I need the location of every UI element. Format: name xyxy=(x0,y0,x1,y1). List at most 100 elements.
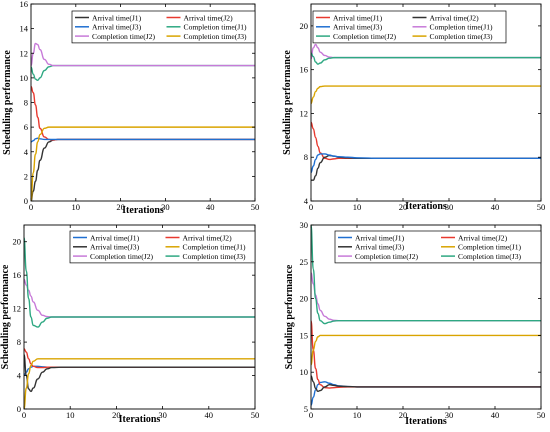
plot-frame xyxy=(310,224,542,410)
series-group xyxy=(31,42,255,201)
series-line-6 xyxy=(24,236,255,328)
x-axis-label: Iterations xyxy=(119,414,161,425)
y-axis-label: Scheduling performance xyxy=(282,50,293,155)
legend-box xyxy=(312,10,507,44)
series-line-1 xyxy=(311,121,541,161)
series-line-3 xyxy=(31,137,255,143)
legend-label: Completion time(J3) xyxy=(183,252,247,261)
legend-box xyxy=(71,10,256,44)
series-line-2 xyxy=(31,85,255,141)
y-tick-label: 8 xyxy=(24,98,28,108)
legend-label: Arrival time(J1) xyxy=(355,233,405,242)
legend-label: Completion time(J2) xyxy=(90,252,154,261)
chart-panel-2: 0 10 20 30 40 5048121620IterationsScheduling … xyxy=(282,3,546,212)
legend-label: Arrival time(J3) xyxy=(333,23,383,32)
x-tick-label: 50 xyxy=(251,202,260,212)
x-tick-label: 0 xyxy=(29,202,33,212)
legend-label: Arrival time(J1) xyxy=(92,13,142,22)
series-line-5 xyxy=(31,42,255,67)
y-tick-label: 2 xyxy=(24,171,28,181)
legend-label: Arrival time(J3) xyxy=(92,23,142,32)
series-line-4 xyxy=(311,334,541,366)
legend-box xyxy=(69,230,256,264)
x-tick-label: 20 xyxy=(399,202,408,212)
y-tick-label: 16 xyxy=(300,65,309,75)
legend-label: Arrival time(J3) xyxy=(90,243,140,252)
y-tick-label: 20 xyxy=(300,294,309,304)
x-tick-label: 0 xyxy=(309,410,313,420)
x-tick-label: 20 xyxy=(112,410,121,420)
x-tick-label: 50 xyxy=(251,410,260,420)
y-tick-label: 0 xyxy=(17,404,21,414)
y-tick-label: 30 xyxy=(300,220,309,230)
legend: Arrival time(J1) Arrival time(J2) Arrival … xyxy=(312,10,507,44)
legend-label: Completion time(J2) xyxy=(333,32,397,41)
legend-label: Completion time(J3) xyxy=(458,252,522,261)
legend-label: Completion time(J1) xyxy=(458,243,522,252)
legend-label: Completion time(J1) xyxy=(184,23,248,32)
series-line-5 xyxy=(24,278,255,318)
x-tick-label: 40 xyxy=(491,410,500,420)
y-tick-label: 0 xyxy=(24,196,28,206)
y-axis-label: Scheduling performance xyxy=(284,264,295,369)
x-tick-label: 30 xyxy=(445,202,454,212)
chart-panel-3: 0 10 20 30 40 50048121620IterationsScheduling… xyxy=(0,224,260,425)
legend-label: Arrival time(J2) xyxy=(184,13,234,22)
legend-label: Arrival time(J1) xyxy=(333,13,383,22)
y-tick-label: 16 xyxy=(13,270,22,280)
legend-label: Arrival time(J2) xyxy=(430,13,480,22)
legend-label: Completion time(J2) xyxy=(92,32,156,41)
series-line-1 xyxy=(311,381,541,407)
series-line-1 xyxy=(31,138,255,201)
series-group xyxy=(311,43,541,181)
x-tick-label: 30 xyxy=(158,410,167,420)
series-group xyxy=(311,225,541,407)
series-line-3 xyxy=(24,353,255,393)
x-tick-label: 40 xyxy=(206,202,215,212)
plot-frame xyxy=(23,224,256,410)
y-tick-label: 8 xyxy=(304,152,308,162)
y-tick-label: 12 xyxy=(20,48,29,58)
legend-label: Completion time(J1) xyxy=(183,243,247,252)
x-tick-label: 30 xyxy=(445,410,454,420)
legend-label: Completion time(J3) xyxy=(430,32,494,41)
x-axis-label: Iterations xyxy=(122,205,164,216)
x-tick-label: 10 xyxy=(353,410,362,420)
legend-label: Completion time(J3) xyxy=(184,32,248,41)
series-line-5 xyxy=(311,272,541,322)
x-tick-label: 10 xyxy=(72,202,81,212)
y-tick-label: 10 xyxy=(300,367,309,377)
y-tick-label: 15 xyxy=(300,330,309,340)
series-line-6 xyxy=(31,126,255,201)
chart-panel-4: 0 10 20 30 40 5051015202530IterationsScheduli… xyxy=(284,220,545,427)
legend: Arrival time(J1) Arrival time(J2) Arrival … xyxy=(334,230,542,264)
chart-panel-1: 0 10 20 30 40 50 0 2 4 6 8 10 12 14 16 Iterations Schedu… xyxy=(2,0,259,216)
y-axis-label: Scheduling performance xyxy=(0,264,11,369)
y-tick-label: 12 xyxy=(300,108,309,118)
x-tick-label: 20 xyxy=(116,202,125,212)
y-tick-label: 20 xyxy=(300,21,309,31)
x-tick-label: 40 xyxy=(491,202,500,212)
y-tick-label: 5 xyxy=(304,404,308,414)
x-tick-label: 40 xyxy=(205,410,214,420)
x-tick-label: 50 xyxy=(537,410,546,420)
y-tick-label: 16 xyxy=(20,0,29,9)
legend-label: Arrival time(J2) xyxy=(458,233,508,242)
series-line-2 xyxy=(311,319,541,389)
x-tick-label: 20 xyxy=(399,410,408,420)
y-tick-label: 14 xyxy=(20,24,29,34)
legend-label: Completion time(J1) xyxy=(430,23,494,32)
x-tick-label: 30 xyxy=(161,202,170,212)
x-tick-label: 0 xyxy=(309,202,313,212)
series-line-6 xyxy=(311,85,541,105)
x-tick-label: 50 xyxy=(537,202,546,212)
series-line-6 xyxy=(311,225,541,325)
y-tick-label: 4 xyxy=(17,371,22,381)
y-tick-label: 10 xyxy=(20,73,29,83)
legend-label: Arrival time(J3) xyxy=(355,243,405,252)
series-line-4 xyxy=(24,358,255,409)
legend: Arrival time(J1) Arrival time(J2) Arrival … xyxy=(69,230,256,264)
y-tick-label: 4 xyxy=(24,147,29,157)
x-axis-label: Iterations xyxy=(405,416,447,427)
